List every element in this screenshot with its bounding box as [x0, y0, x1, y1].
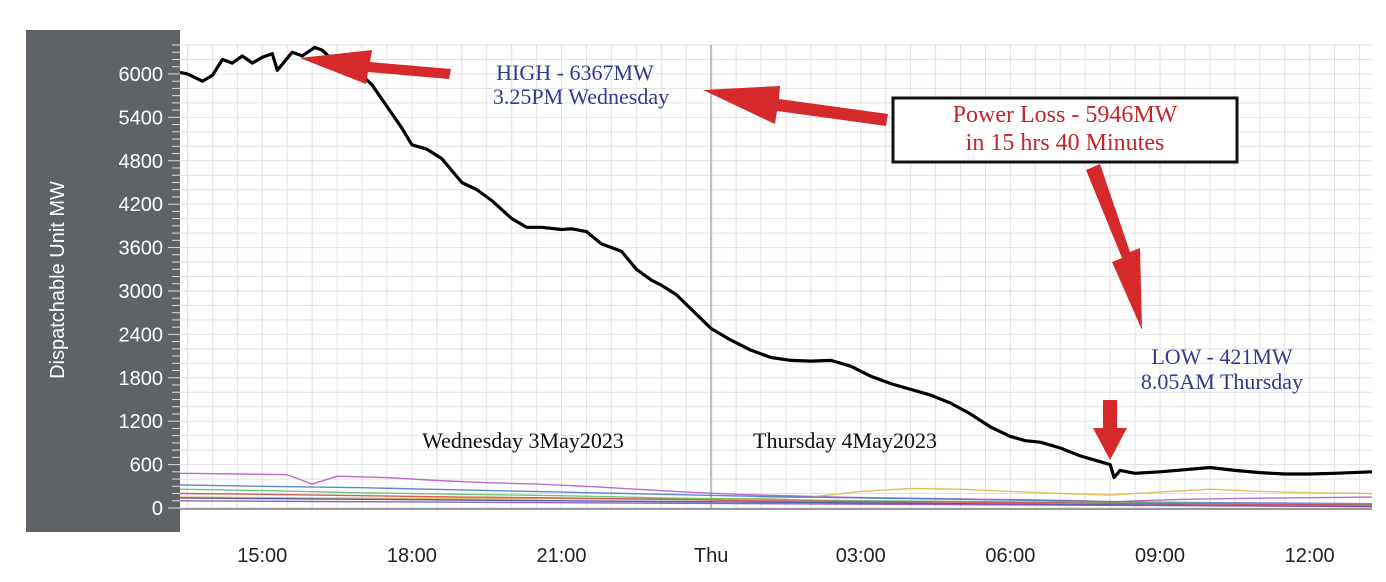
- x-tick-label: Thu: [694, 545, 728, 567]
- y-tick-label: 2400: [119, 324, 164, 346]
- annotation-high-line1: HIGH - 6367MW: [496, 60, 654, 85]
- y-tick-label: 6000: [119, 64, 164, 86]
- annotation-thursday-date: Thursday 4May2023: [753, 428, 937, 453]
- y-axis-label: Dispatchable Unit MW: [47, 181, 69, 379]
- y-tick-label: 0: [152, 498, 163, 520]
- x-tick-label: 15:00: [237, 545, 287, 567]
- arrow-to-low-icon: [1093, 400, 1127, 460]
- x-tick-label: 21:00: [537, 545, 587, 567]
- annotations: HIGH - 6367MW 3.25PM Wednesday Power Los…: [300, 50, 1303, 460]
- y-tick-label: 600: [130, 455, 163, 477]
- y-tick-label: 3600: [119, 238, 164, 260]
- y-axis-panel: Dispatchable Unit MW 0 600 1200 1800 2400 300…: [26, 30, 180, 532]
- minor-series-line: [179, 492, 1373, 506]
- series-line-dispatchable-mw: [179, 45, 1373, 480]
- annotation-wednesday-date: Wednesday 3May2023: [422, 428, 624, 453]
- x-tick-label: 18:00: [387, 545, 437, 567]
- annotation-high-line2: 3.25PM Wednesday: [493, 84, 669, 109]
- y-tick-labels: 0 600 1200 1800 2400 3000 3600 4200 4800 5400 6000: [119, 64, 164, 520]
- y-tick-label: 1200: [119, 411, 164, 433]
- y-tick-label: 5400: [119, 107, 164, 129]
- arrow-loss-to-low-icon: [1086, 164, 1142, 330]
- x-tick-label: 12:00: [1285, 545, 1335, 567]
- annotation-low-line1: LOW - 421MW: [1151, 344, 1293, 369]
- y-tick-marks: [168, 44, 180, 509]
- y-tick-label: 4200: [119, 194, 164, 216]
- y-tick-label: 3000: [119, 281, 164, 303]
- x-tick-label: 09:00: [1135, 545, 1185, 567]
- minor-series-line: [179, 500, 1373, 508]
- minor-series-line: [179, 488, 1373, 506]
- annotation-power-loss-box: [891, 96, 1239, 164]
- x-tick-label: 06:00: [985, 545, 1035, 567]
- grid-lines: [180, 44, 1372, 509]
- plot-area: [179, 44, 1373, 510]
- arrow-to-high-icon: [300, 50, 451, 84]
- minor-series-lines: [179, 472, 1373, 508]
- annotation-loss-line1: Power Loss - 5946MW: [953, 102, 1178, 128]
- y-tick-label: 4800: [119, 151, 164, 173]
- annotation-low-line2: 8.05AM Thursday: [1141, 369, 1303, 394]
- x-tick-labels: 15:00 18:00 21:00 Thu 03:00 06:00 09:00 12:00: [237, 545, 1334, 567]
- annotation-loss-line2: in 15 hrs 40 Minutes: [966, 130, 1165, 156]
- y-axis-panel-background: [26, 30, 180, 532]
- annotation-arrows: [300, 50, 1142, 460]
- y-tick-label: 1800: [119, 368, 164, 390]
- arrow-loss-to-high-icon: [703, 86, 888, 126]
- minor-series-line: [179, 472, 1373, 503]
- x-tick-label: 03:00: [836, 545, 886, 567]
